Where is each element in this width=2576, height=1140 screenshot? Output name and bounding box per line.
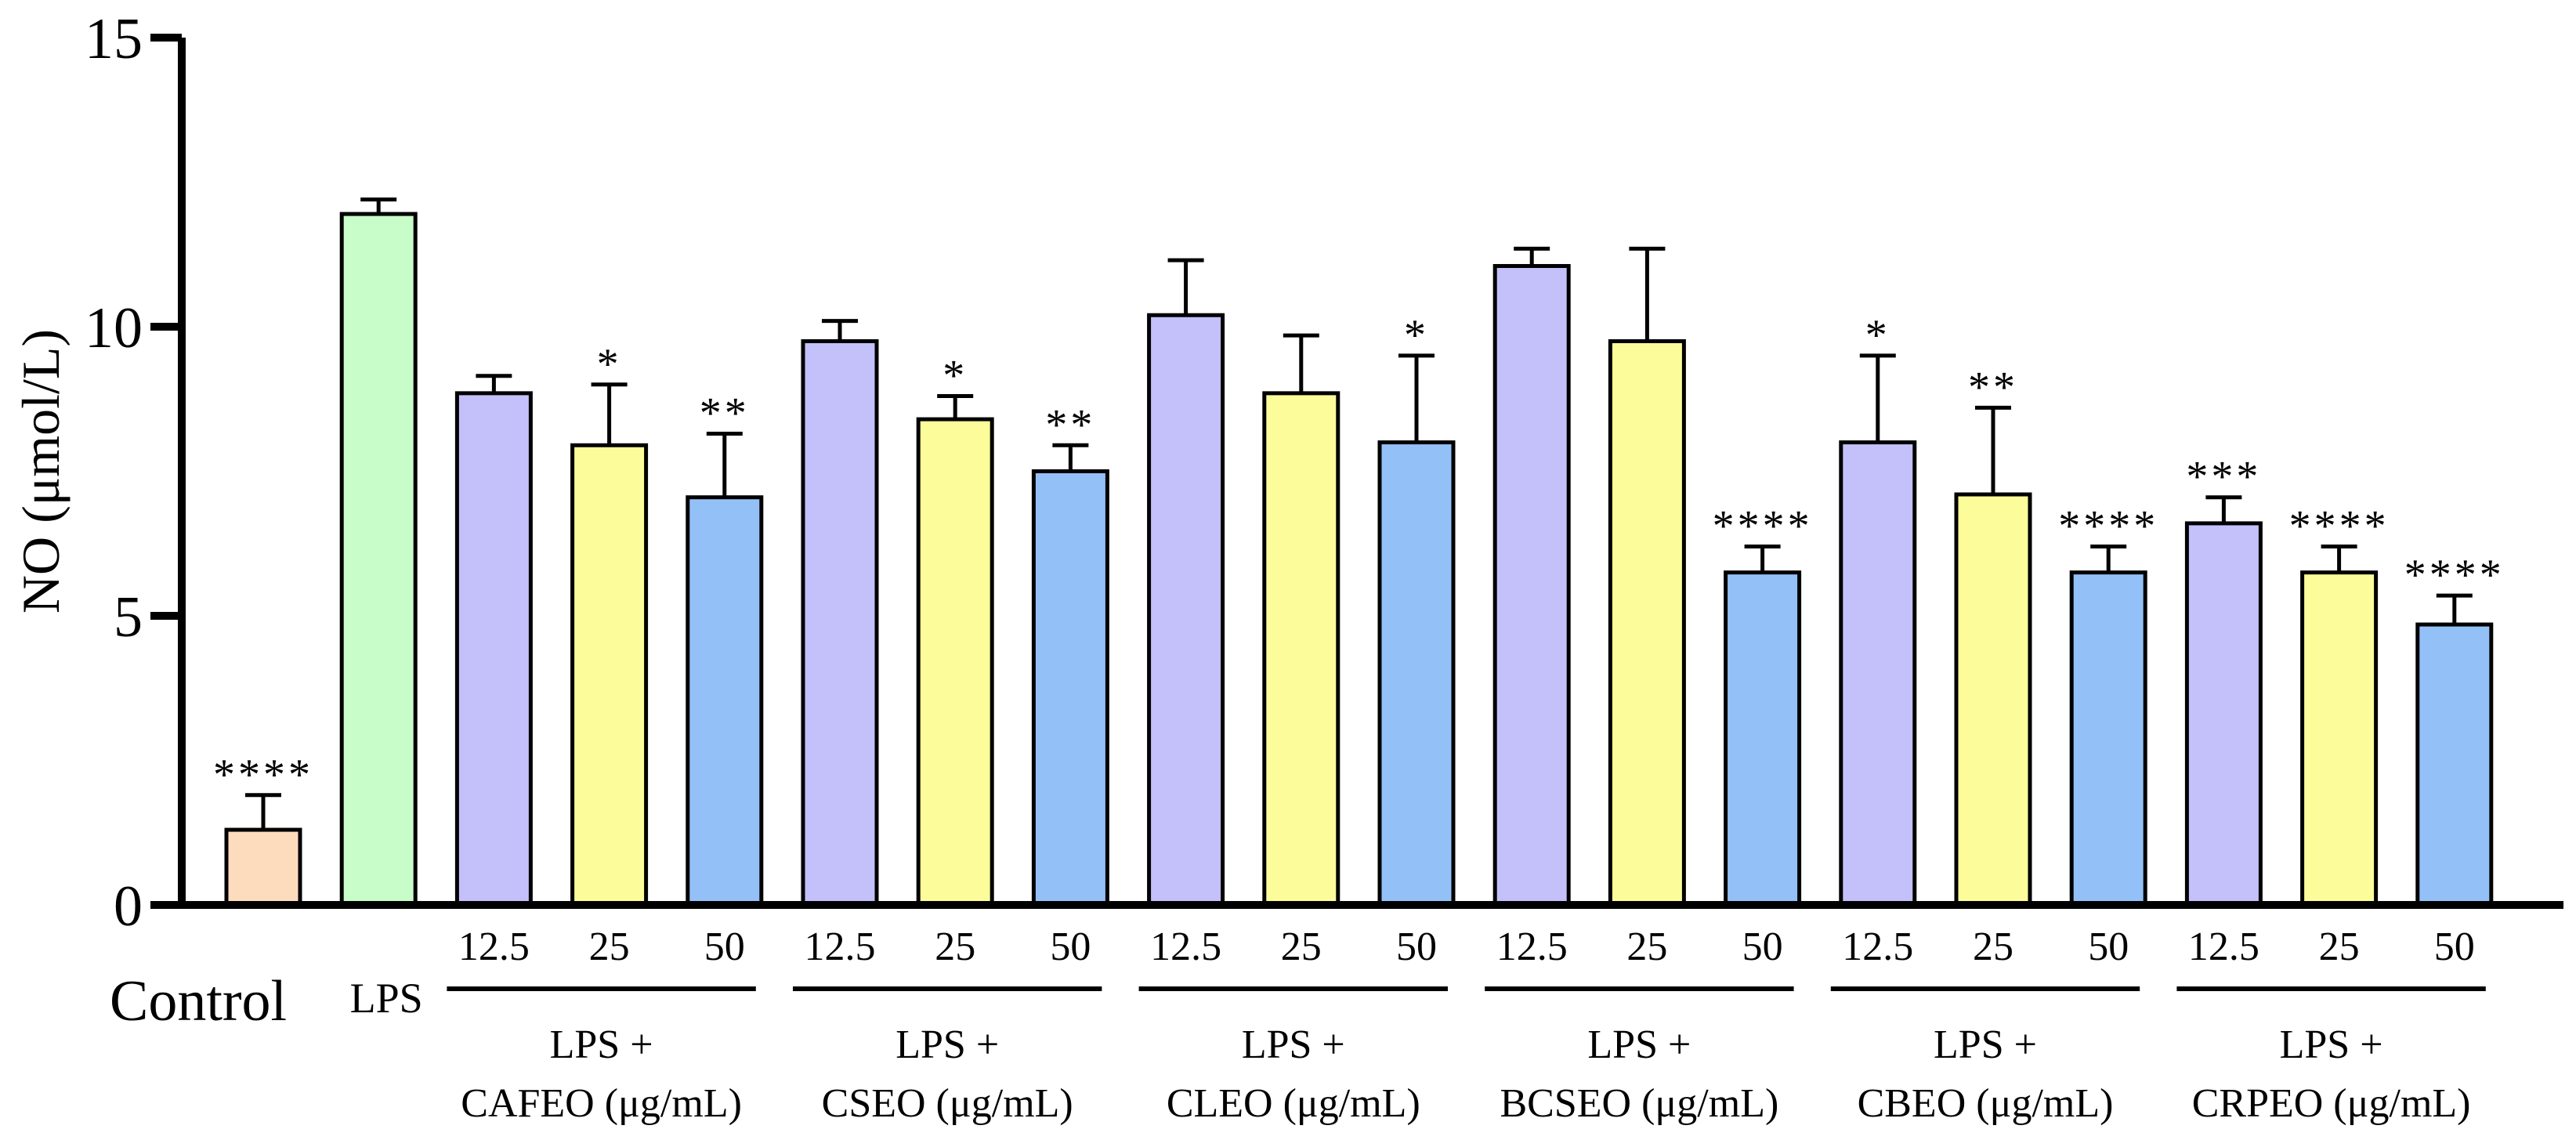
group-label-line1: LPS + bbox=[895, 1022, 999, 1067]
significance-marker: ** bbox=[1045, 400, 1095, 449]
significance-marker: * bbox=[1865, 311, 1890, 360]
x-label-dose: 25 bbox=[589, 925, 630, 969]
x-label-dose: 25 bbox=[1973, 925, 2013, 969]
group-label-line1: LPS + bbox=[1242, 1022, 1345, 1067]
x-label-dose: 50 bbox=[1396, 925, 1437, 969]
bar bbox=[2184, 521, 2263, 907]
bar bbox=[1954, 492, 2032, 907]
x-label-dose: 25 bbox=[935, 925, 975, 969]
x-label-dose: 12.5 bbox=[1496, 925, 1568, 969]
bar bbox=[1839, 440, 1917, 907]
y-tick-label: 5 bbox=[114, 585, 143, 650]
significance-marker: **** bbox=[2404, 551, 2505, 599]
significance-marker: **** bbox=[2289, 501, 2390, 550]
group-label-line1: LPS + bbox=[1587, 1022, 1691, 1067]
group-label-line2: CAFEO (μg/mL) bbox=[461, 1081, 742, 1126]
labels-layer: *********************************051015N… bbox=[11, 7, 2505, 1126]
x-label-control: Control bbox=[110, 969, 287, 1033]
group-label-line2: CBEO (μg/mL) bbox=[1858, 1081, 2114, 1126]
significance-marker: **** bbox=[213, 751, 313, 799]
x-label-dose: 50 bbox=[704, 925, 745, 969]
bar bbox=[1724, 570, 1802, 907]
significance-marker: **** bbox=[1713, 501, 1813, 550]
x-label-dose: 50 bbox=[1050, 925, 1091, 969]
group-label-line1: LPS + bbox=[2280, 1022, 2383, 1067]
group-label-line1: LPS + bbox=[1934, 1022, 2037, 1067]
x-label-dose: 50 bbox=[2434, 925, 2475, 969]
group-label-line2: BCSEO (μg/mL) bbox=[1500, 1081, 1779, 1126]
x-label-dose: 25 bbox=[1626, 925, 1667, 969]
group-label-line2: CSEO (μg/mL) bbox=[822, 1081, 1073, 1126]
x-label-dose: 25 bbox=[1281, 925, 1322, 969]
significance-marker: ** bbox=[1968, 363, 2018, 411]
bar bbox=[339, 212, 418, 907]
significance-marker: ** bbox=[700, 389, 750, 438]
bar bbox=[2300, 570, 2379, 907]
bar bbox=[1492, 264, 1571, 907]
bar bbox=[224, 827, 302, 907]
bar bbox=[1147, 313, 1225, 907]
x-label-dose: 12.5 bbox=[1842, 925, 1913, 969]
y-tick-label: 0 bbox=[114, 874, 143, 939]
significance-marker: * bbox=[597, 340, 622, 389]
y-axis-title: NO (μmol/L) bbox=[11, 329, 71, 613]
y-tick-label: 10 bbox=[85, 296, 143, 360]
bar bbox=[1262, 391, 1340, 907]
bar bbox=[570, 443, 649, 907]
bar bbox=[801, 338, 879, 907]
bar bbox=[2415, 622, 2494, 907]
bar bbox=[686, 495, 764, 907]
bar bbox=[916, 417, 994, 907]
bar bbox=[1608, 338, 1686, 907]
x-label-lps: LPS bbox=[350, 975, 423, 1022]
x-label-dose: 25 bbox=[2319, 925, 2360, 969]
bar bbox=[1377, 440, 1456, 907]
x-label-dose: 50 bbox=[1742, 925, 1783, 969]
bar bbox=[1031, 469, 1109, 907]
bars-layer bbox=[224, 197, 2494, 907]
x-label-dose: 50 bbox=[2088, 925, 2129, 969]
group-label-line2: CRPEO (μg/mL) bbox=[2192, 1081, 2471, 1126]
significance-marker: **** bbox=[2058, 501, 2158, 550]
x-label-dose: 12.5 bbox=[458, 925, 530, 969]
y-tick-label: 15 bbox=[85, 7, 143, 71]
bar bbox=[454, 391, 533, 907]
x-label-dose: 12.5 bbox=[805, 925, 876, 969]
significance-marker: * bbox=[942, 352, 968, 400]
group-label-line2: CLEO (μg/mL) bbox=[1167, 1081, 1420, 1126]
axes-layer bbox=[150, 34, 2563, 991]
group-label-line1: LPS + bbox=[550, 1022, 653, 1067]
significance-marker: *** bbox=[2186, 453, 2261, 501]
significance-marker: * bbox=[1404, 311, 1429, 360]
x-label-dose: 12.5 bbox=[1150, 925, 1221, 969]
x-label-dose: 12.5 bbox=[2188, 925, 2259, 969]
bar bbox=[2069, 570, 2147, 907]
